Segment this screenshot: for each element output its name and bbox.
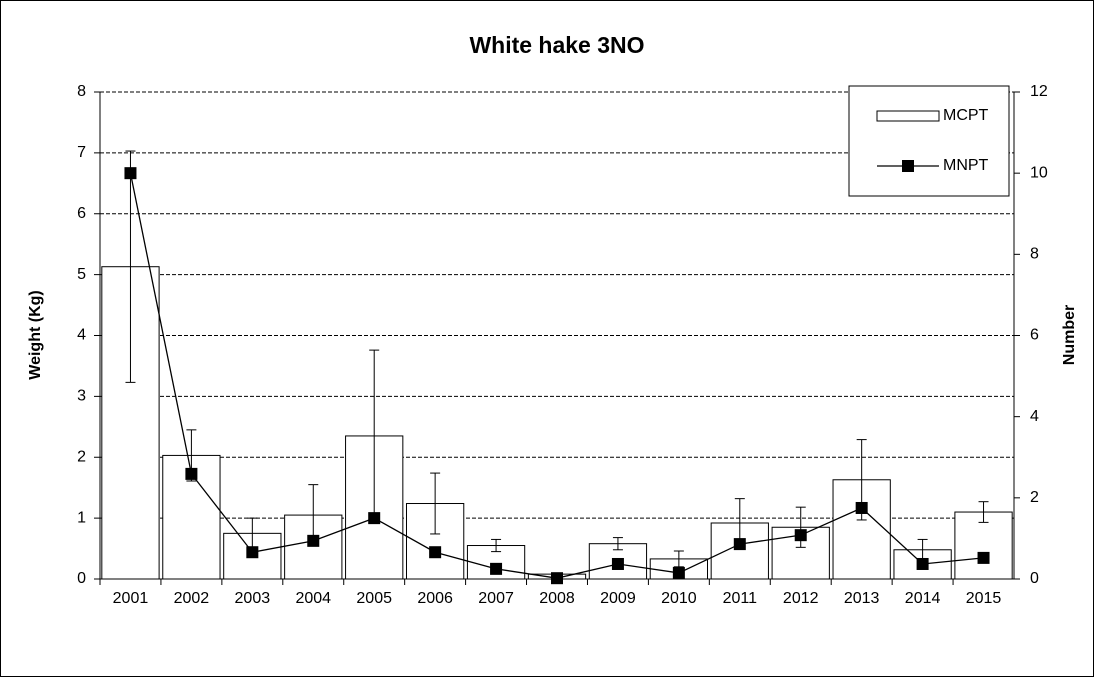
y-tick-label: 6	[77, 205, 86, 222]
x-tick-label: 2014	[905, 590, 941, 607]
error-bar	[491, 538, 502, 553]
y-tick-label: 4	[77, 327, 86, 344]
y2-axis-label: Number	[1061, 305, 1078, 365]
legend-label: MCPT	[943, 107, 989, 124]
x-tick-label: 2012	[783, 590, 819, 607]
error-bar	[125, 150, 136, 383]
error-bar	[978, 501, 989, 523]
x-tick-label: 2007	[478, 590, 514, 607]
legend-box	[848, 85, 1010, 197]
error-bar	[430, 472, 441, 535]
x-tick-label: 2010	[661, 590, 697, 607]
marker	[611, 557, 624, 570]
x-tick-label: 2002	[174, 590, 210, 607]
marker	[124, 167, 137, 180]
y-tick-label: 7	[77, 144, 86, 161]
marker	[855, 501, 868, 514]
marker	[733, 538, 746, 551]
x-tick-label: 2013	[844, 590, 880, 607]
marker	[429, 546, 442, 559]
marker	[307, 534, 320, 547]
x-tick-label: 2015	[966, 590, 1002, 607]
y2-tick-label: 6	[1030, 327, 1039, 344]
x-tick-label: 2001	[113, 590, 149, 607]
y2-tick-label: 0	[1030, 570, 1039, 587]
bar	[954, 511, 1013, 580]
chart-title: White hake 3NO	[469, 32, 644, 58]
marker	[977, 551, 990, 564]
marker	[916, 557, 929, 570]
legend-label: MNPT	[943, 157, 989, 174]
x-tick-label: 2009	[600, 590, 636, 607]
x-tick-label: 2005	[356, 590, 392, 607]
y-tick-label: 8	[77, 83, 86, 100]
y-axis-label: Weight (Kg)	[27, 290, 44, 379]
y2-tick-label: 12	[1030, 83, 1048, 100]
x-tick-label: 2004	[295, 590, 331, 607]
y-tick-label: 0	[77, 570, 86, 587]
legend-swatch	[876, 110, 940, 122]
marker	[672, 566, 685, 579]
marker	[551, 572, 563, 585]
bar	[284, 514, 343, 580]
y-tick-label: 1	[77, 509, 86, 526]
y2-tick-label: 2	[1030, 489, 1039, 506]
y-tick-label: 5	[77, 266, 86, 283]
y-tick-label: 3	[77, 388, 86, 405]
marker	[368, 512, 381, 525]
legend-swatch	[902, 160, 914, 172]
y2-tick-label: 4	[1030, 408, 1039, 425]
x-tick-label: 2006	[417, 590, 453, 607]
x-tick-label: 2011	[723, 590, 758, 607]
error-bar	[612, 537, 623, 551]
marker	[794, 529, 807, 542]
y2-tick-label: 8	[1030, 246, 1039, 263]
error-bar	[673, 550, 684, 568]
marker	[185, 467, 198, 480]
marker	[246, 546, 259, 559]
y2-tick-label: 10	[1030, 164, 1048, 181]
x-tick-label: 2003	[235, 590, 271, 607]
x-tick-label: 2008	[539, 590, 575, 607]
marker	[490, 562, 503, 575]
y-tick-label: 2	[77, 448, 86, 465]
